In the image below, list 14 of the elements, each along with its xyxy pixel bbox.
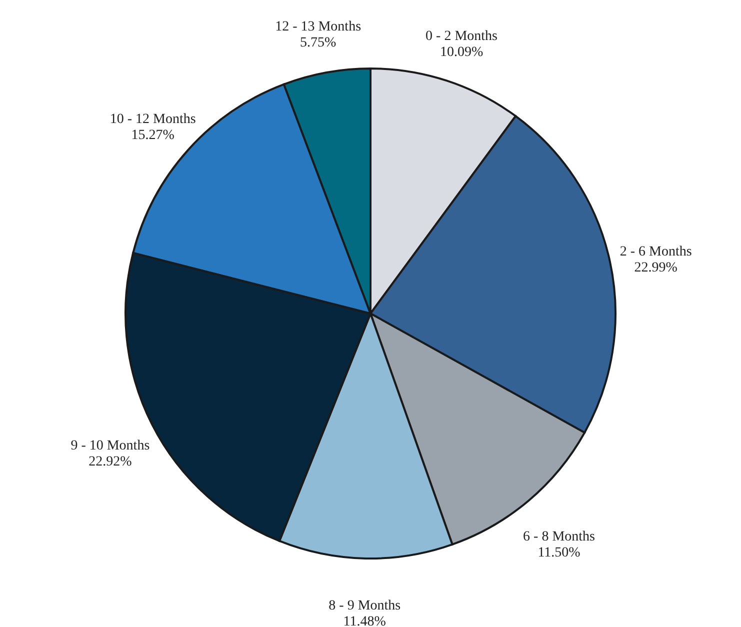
data-label: 10.09% bbox=[440, 45, 484, 60]
data-label: 22.99% bbox=[634, 260, 678, 276]
slice-label: 2 - 6 Months bbox=[620, 244, 692, 260]
slice-label: 8 - 9 Months bbox=[328, 598, 401, 614]
data-label: 22.92% bbox=[88, 454, 132, 470]
data-label: 15.27% bbox=[131, 128, 175, 143]
slice-label: 6 - 8 Months bbox=[523, 529, 595, 544]
data-label: 5.75% bbox=[300, 35, 336, 50]
slice-label: 0 - 2 Months bbox=[426, 29, 498, 44]
data-label: 11.50% bbox=[538, 545, 581, 560]
slice-label: 9 - 10 Months bbox=[70, 438, 150, 454]
slice-label: 10 - 12 Months bbox=[110, 112, 196, 127]
data-label: 11.48% bbox=[343, 614, 386, 627]
slice-label: 12 - 13 Months bbox=[275, 19, 362, 34]
